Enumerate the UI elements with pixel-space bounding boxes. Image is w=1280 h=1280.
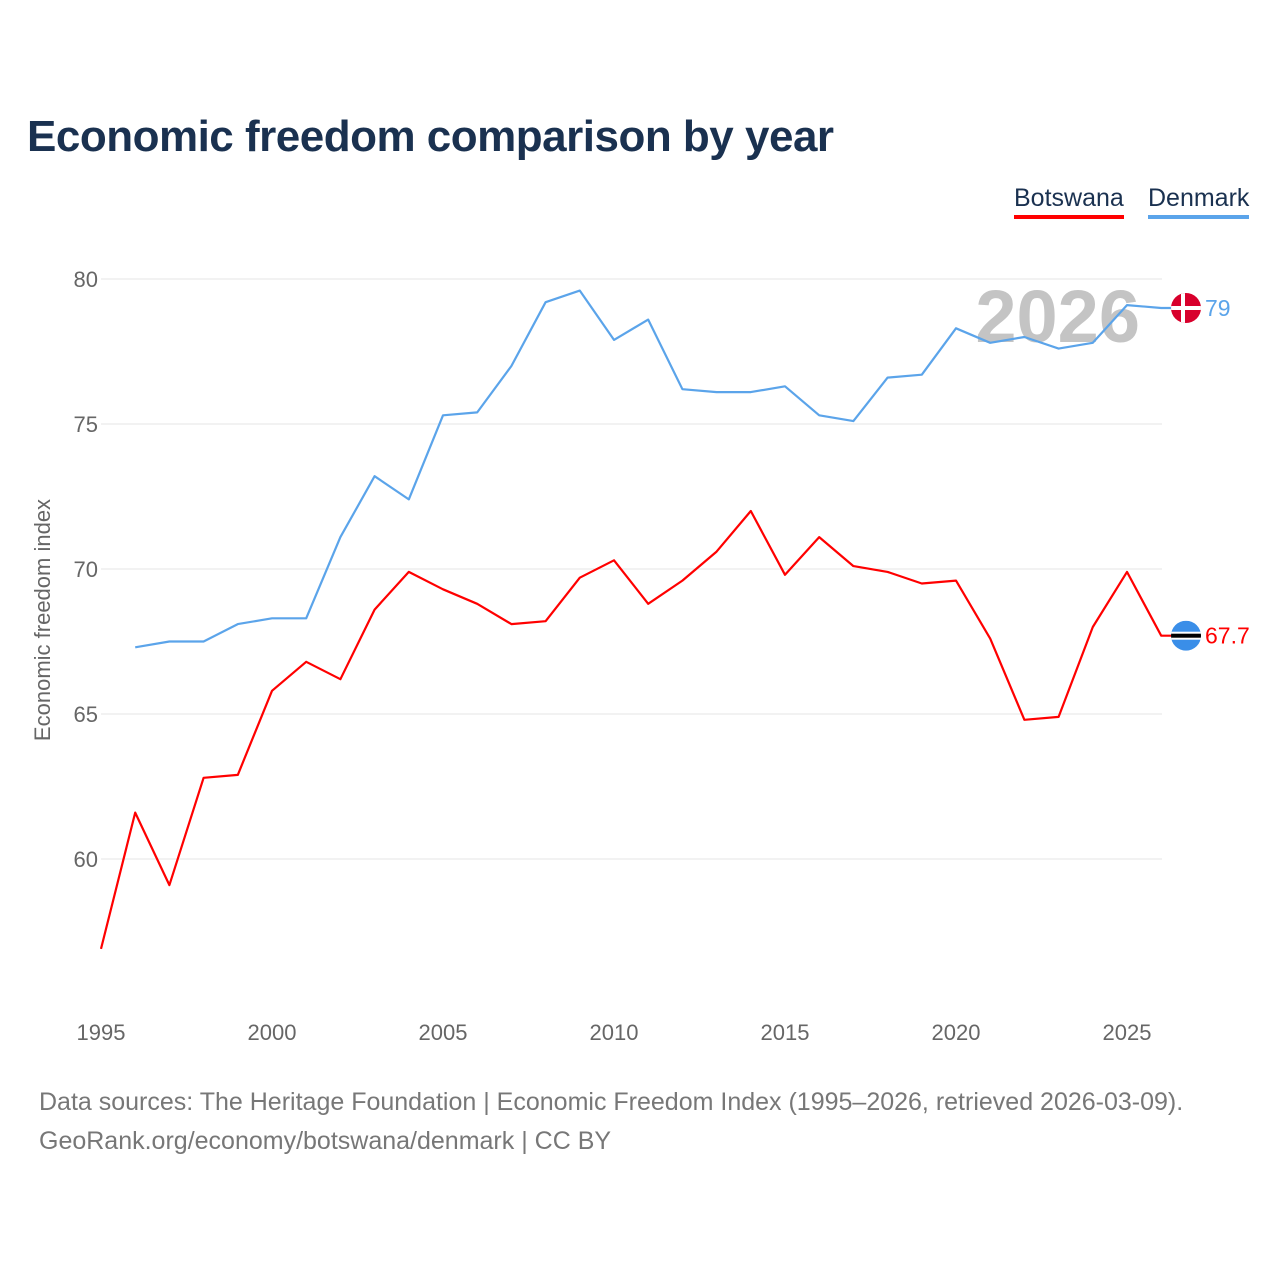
x-tick-label: 2015 (761, 1020, 810, 1045)
denmark-flag-icon (1171, 293, 1201, 323)
botswana-flag-icon (1171, 620, 1201, 651)
current-year-watermark: 2026 (975, 275, 1140, 358)
legend-item-botswana[interactable]: Botswana (1014, 184, 1124, 219)
footer-link[interactable]: GeoRank.org/economy/botswana/denmark | C… (39, 1127, 612, 1155)
x-tick-label: 2020 (932, 1020, 981, 1045)
y-tick-label: 60 (74, 847, 98, 872)
y-tick-label: 80 (74, 267, 98, 292)
x-tick-label: 2025 (1103, 1020, 1152, 1045)
footer-sources: Data sources: The Heritage Foundation | … (39, 1088, 1184, 1116)
x-tick-label: 2005 (419, 1020, 468, 1045)
legend-item-denmark[interactable]: Denmark (1148, 184, 1250, 219)
y-tick-label: 75 (74, 412, 98, 437)
series-line-denmark (135, 289, 1186, 649)
y-tick-label: 65 (74, 702, 98, 727)
x-tick-label: 2010 (590, 1020, 639, 1045)
end-label-botswana: 67.7 (1205, 623, 1250, 649)
chart-title: Economic freedom comparison by year (27, 112, 834, 161)
y-tick-label: 70 (74, 557, 98, 582)
series-line-botswana (99, 509, 1186, 950)
x-tick-label: 2000 (248, 1020, 297, 1045)
end-label-denmark: 79 (1205, 295, 1231, 321)
x-tick-label: 1995 (77, 1020, 126, 1045)
